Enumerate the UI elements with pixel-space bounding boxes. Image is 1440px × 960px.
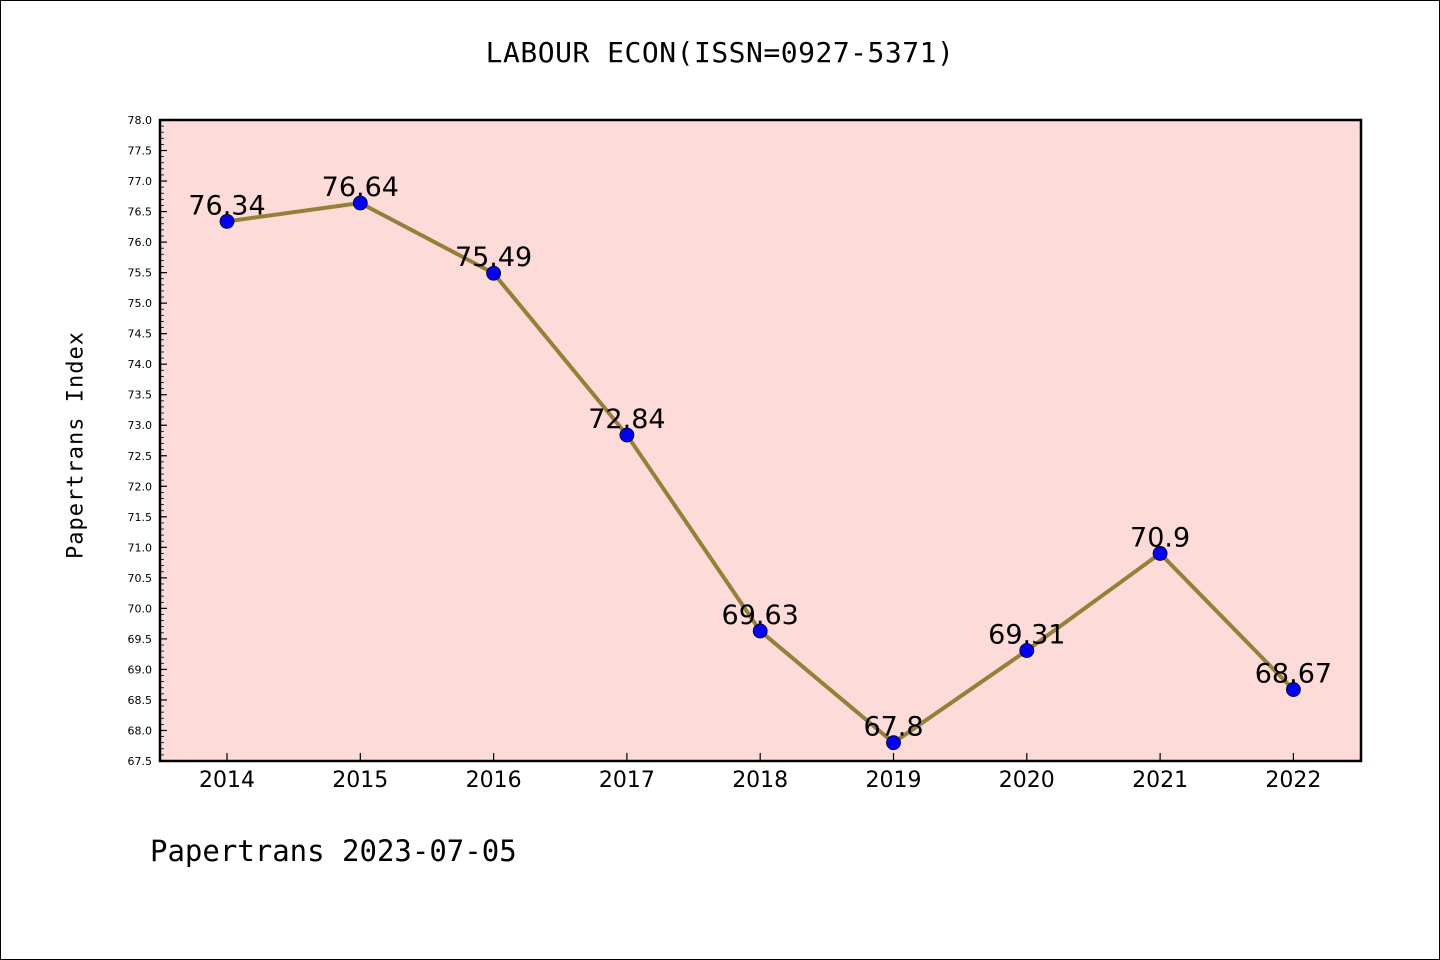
footer-note: Papertrans 2023-07-05 bbox=[150, 834, 517, 868]
y-tick-label: 78.0 bbox=[128, 114, 153, 127]
y-tick-label: 72.0 bbox=[128, 480, 153, 493]
data-label: 69.31 bbox=[988, 620, 1065, 651]
y-tick-label: 68.5 bbox=[128, 694, 153, 707]
y-tick-label: 68.0 bbox=[128, 724, 153, 737]
x-tick-label: 2014 bbox=[199, 768, 255, 793]
y-tick-label: 71.5 bbox=[128, 511, 153, 524]
data-point bbox=[619, 427, 635, 443]
series-group: 76.34 76.64 75.49 72.84 69.63 67.8 69.31 70.9 68… bbox=[188, 172, 1332, 751]
x-tick-label: 2019 bbox=[866, 768, 922, 793]
data-point bbox=[886, 735, 901, 751]
x-tick-label: 2021 bbox=[1132, 768, 1188, 793]
x-tick-label: 2022 bbox=[1265, 768, 1321, 793]
data-label: 67.8 bbox=[863, 712, 923, 743]
data-label: 69.63 bbox=[722, 600, 799, 631]
y-tick-label: 69.5 bbox=[128, 633, 153, 646]
data-label: 70.9 bbox=[1130, 522, 1190, 553]
data-point bbox=[486, 265, 502, 281]
data-point bbox=[352, 195, 368, 211]
x-tick-label: 2018 bbox=[732, 768, 788, 793]
data-point bbox=[219, 213, 235, 229]
y-tick-label: 75.5 bbox=[128, 267, 153, 280]
data-point bbox=[1152, 546, 1168, 561]
y-tick-label: 72.5 bbox=[128, 450, 153, 463]
y-tick-label: 74.0 bbox=[128, 358, 153, 371]
y-tick-label: 77.0 bbox=[128, 175, 153, 188]
data-label: 76.34 bbox=[188, 190, 265, 221]
y-tick-label: 70.0 bbox=[128, 602, 153, 615]
y-tick-label: 75.0 bbox=[128, 297, 153, 310]
y-axis-ticks: 67.5 68.0 68.5 69.0 69.5 70.0 70.5 71.0 71.5 72.0… bbox=[128, 114, 167, 768]
chart-title: LABOUR ECON(ISSN=0927-5371) bbox=[485, 36, 955, 69]
plot-area bbox=[160, 120, 1361, 761]
x-tick-label: 2016 bbox=[466, 768, 522, 793]
x-tick-label: 2015 bbox=[332, 768, 388, 793]
data-label: 75.49 bbox=[455, 242, 532, 273]
data-label: 68.67 bbox=[1255, 659, 1332, 690]
y-tick-label: 71.0 bbox=[128, 541, 153, 554]
data-point bbox=[1286, 682, 1301, 697]
y-tick-label: 69.0 bbox=[128, 663, 153, 676]
y-tick-label: 70.5 bbox=[128, 572, 153, 585]
data-point bbox=[1019, 643, 1035, 658]
data-point bbox=[752, 623, 768, 639]
plot-border bbox=[158, 118, 1363, 763]
y-tick-label: 76.5 bbox=[128, 206, 153, 219]
data-label: 76.64 bbox=[322, 172, 399, 203]
x-tick-label: 2017 bbox=[599, 768, 655, 793]
y-tick-label: 74.5 bbox=[128, 328, 153, 341]
x-axis-ticks: 2014 2015 2016 2017 2018 2019 2020 2021 2022 bbox=[199, 753, 1321, 793]
y-tick-label: 73.0 bbox=[128, 419, 153, 432]
data-label: 72.84 bbox=[588, 404, 665, 435]
y-tick-label: 76.0 bbox=[128, 236, 153, 249]
x-tick-label: 2020 bbox=[999, 768, 1055, 793]
y-tick-label: 73.5 bbox=[128, 389, 153, 402]
y-tick-label: 77.5 bbox=[128, 145, 153, 158]
y-tick-label: 67.5 bbox=[128, 755, 153, 768]
